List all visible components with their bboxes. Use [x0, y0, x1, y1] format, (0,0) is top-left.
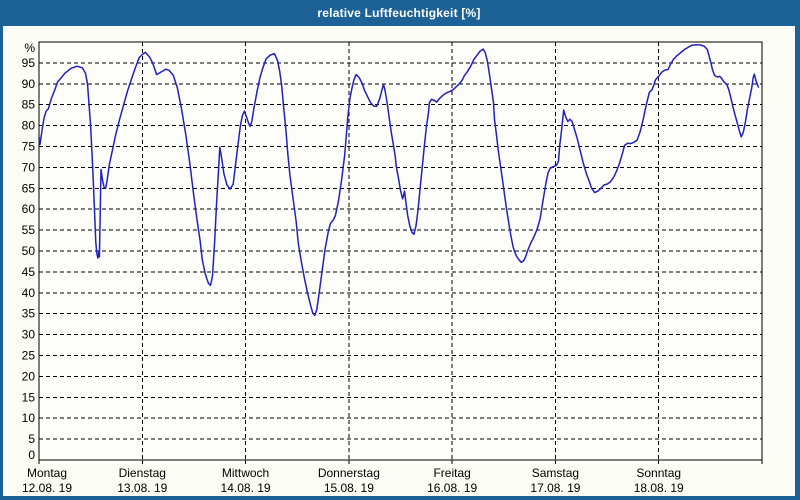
x-day-label: Samstag: [532, 466, 579, 480]
x-day-label: Donnerstag: [318, 466, 380, 480]
y-tick-label: 55: [22, 223, 36, 237]
y-axis-unit-label: %: [24, 41, 35, 55]
y-tick-label: 90: [22, 77, 36, 91]
y-tick-label: 85: [22, 98, 36, 112]
x-day-label: Sonntag: [636, 466, 681, 480]
x-date-label: 14.08. 19: [221, 481, 271, 495]
title-bar: relative Luftfeuchtigkeit [%]: [3, 0, 795, 26]
y-tick-label: 60: [22, 202, 36, 216]
y-tick-label: 45: [22, 265, 36, 279]
plot-frame: [38, 41, 763, 461]
y-tick-label: 30: [22, 328, 36, 342]
y-tick-label: 40: [22, 286, 36, 300]
x-day-label: Montag: [27, 466, 67, 480]
x-date-label: 15.08. 19: [324, 481, 374, 495]
y-tick-label: 5: [28, 432, 35, 446]
y-tick-label: 75: [22, 140, 36, 154]
y-tick-label: 70: [22, 160, 36, 174]
y-tick-label: 0: [28, 448, 35, 462]
y-tick-label: 95: [22, 56, 36, 70]
x-date-label: 17.08. 19: [530, 481, 580, 495]
x-date-label: 18.08. 19: [634, 481, 684, 495]
x-date-label: 16.08. 19: [427, 481, 477, 495]
x-date-label: 12.08. 19: [22, 481, 72, 495]
y-tick-label: 25: [22, 349, 36, 363]
x-date-label: 13.08. 19: [117, 481, 167, 495]
x-day-label: Freitag: [433, 466, 470, 480]
humidity-series-line: [38, 44, 760, 317]
y-tick-label: 50: [22, 244, 36, 258]
y-tick-label: 20: [22, 369, 36, 383]
y-tick-label: 10: [22, 411, 36, 425]
x-day-label: Mittwoch: [222, 466, 269, 480]
y-tick-label: 15: [22, 390, 36, 404]
x-day-label: Dienstag: [119, 466, 166, 480]
y-tick-label: 35: [22, 307, 36, 321]
chart-title: relative Luftfeuchtigkeit [%]: [317, 6, 481, 20]
y-tick-label: 80: [22, 119, 36, 133]
y-tick-label: 65: [22, 181, 36, 195]
